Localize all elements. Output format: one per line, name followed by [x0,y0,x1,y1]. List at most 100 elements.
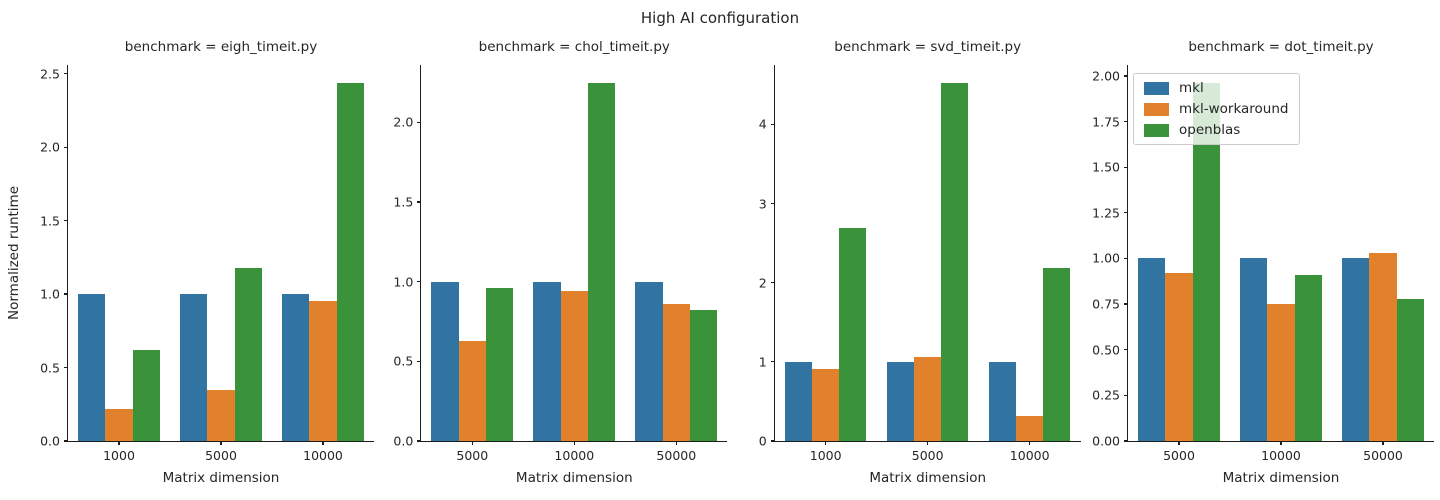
y-tick-label: 0.5 [393,353,414,369]
bar-mkl-10000 [1240,258,1268,441]
y-tick-label: 0.75 [1092,296,1120,312]
bar-mkl-workaround-10000 [309,301,337,441]
x-axis-label: Matrix dimension [162,470,280,486]
legend-entry-mkl-workaround: mkl-workaround [1144,101,1289,117]
bar-mkl-workaround-10000 [1016,415,1044,441]
bar-openblas-10000 [336,82,364,441]
y-tick-mark [1124,257,1128,260]
figure-title: High AI configuration [640,9,800,27]
y-tick-label: 1.50 [1092,159,1120,175]
bar-openblas-10000 [1043,267,1071,441]
bar-mkl-5000 [431,281,459,441]
y-tick-label: 1.25 [1092,205,1120,221]
x-tick-label: 10000 [303,448,343,463]
y-tick-label: 0.50 [1092,342,1120,358]
bar-openblas-5000 [485,288,514,441]
y-tick-mark [64,73,68,75]
y-tick-mark [1124,394,1128,397]
y-tick-mark [417,281,422,283]
y-tick-label: 1.5 [40,213,60,229]
bar-mkl-workaround-10000 [560,291,588,441]
y-tick-label: 0.25 [1092,387,1120,403]
legend-swatch-icon [1144,123,1169,137]
y-tick-mark [1124,349,1128,351]
facet-title: benchmark = dot_timeit.py [1188,39,1374,55]
y-tick-label: 0.0 [40,433,60,449]
legend-entry-openblas: openblas [1144,122,1289,138]
x-tick-mark [573,441,575,445]
y-tick-mark [1124,440,1128,442]
legend-swatch-icon [1144,81,1169,95]
y-tick-label: 1.0 [40,286,60,302]
bar-mkl-workaround-10000 [1267,304,1295,441]
x-tick-mark [1178,441,1180,445]
y-tick-mark [770,361,775,363]
bar-mkl-workaround-1000 [812,368,840,441]
bar-openblas-5000 [234,267,262,441]
bar-mkl-5000 [1138,258,1166,441]
legend-label: mkl [1179,80,1204,96]
y-tick-mark [1124,303,1128,305]
legend-label: openblas [1179,122,1241,138]
y-tick-mark [770,202,775,205]
bar-mkl-workaround-1000 [105,408,133,441]
x-tick-label: 5000 [1163,448,1195,463]
x-tick-label: 1000 [103,448,135,463]
y-tick-label: 0.00 [1092,433,1120,449]
x-tick-mark [220,441,222,445]
y-tick-label: 3 [758,196,767,212]
x-tick-label: 10000 [554,448,595,463]
x-tick-label: 50000 [656,448,697,463]
legend-entry-mkl: mkl [1144,80,1289,96]
bar-openblas-10000 [1294,274,1322,441]
facet-svd: benchmark = svd_timeit.py 0 1 2 3 4 1000 5000 10… [759,39,1081,486]
y-tick-label: 2.5 [40,66,60,82]
legend-label: mkl-workaround [1179,101,1289,117]
bar-mkl-workaround-5000 [207,389,235,441]
x-axis-label: Matrix dimension [515,470,633,486]
x-tick-mark [118,441,120,445]
bar-openblas-10000 [587,82,616,441]
y-tick-mark [1124,120,1128,123]
y-tick-label: 0.0 [393,433,414,449]
legend: mkl mkl-workaround openblas [1133,73,1300,145]
y-tick-label: 2.0 [393,114,414,130]
bar-mkl-5000 [180,294,208,441]
facet-title: benchmark = svd_timeit.py [834,39,1022,55]
y-tick-label: 2.00 [1092,68,1120,84]
bar-mkl-workaround-5000 [1165,273,1193,441]
bar-mkl-5000 [886,361,915,441]
x-axis-label: Matrix dimension [1222,470,1340,486]
y-tick-mark [64,366,68,369]
y-tick-mark [770,123,775,125]
bar-mkl-workaround-5000 [914,357,942,441]
x-tick-mark [471,441,473,445]
x-tick-label: 5000 [456,448,489,463]
x-tick-mark [1280,441,1282,445]
x-tick-label: 10000 [1009,448,1050,463]
x-tick-mark [322,441,324,445]
x-tick-label: 5000 [911,448,944,463]
bar-mkl-workaround-50000 [662,303,690,441]
bar-openblas-50000 [1396,298,1424,441]
y-tick-mark [64,440,68,442]
y-tick-mark [770,440,775,442]
bar-openblas-1000 [132,349,160,441]
y-tick-label: 1 [758,354,767,370]
bar-mkl-10000 [282,294,310,441]
y-tick-mark [417,440,422,442]
y-tick-label: 1.0 [393,274,414,290]
x-tick-mark [1382,441,1384,445]
y-axis-label: Normalized runtime [6,185,22,321]
y-tick-mark [64,293,68,295]
y-tick-mark [64,220,68,222]
bar-mkl-1000 [784,361,813,441]
x-tick-label: 5000 [205,448,237,463]
y-tick-mark [1124,75,1128,77]
y-tick-label: 0 [758,433,767,449]
y-tick-label: 2 [758,275,767,291]
y-tick-label: 2.0 [40,139,60,155]
y-tick-label: 4 [758,116,767,132]
y-tick-mark [770,282,775,284]
